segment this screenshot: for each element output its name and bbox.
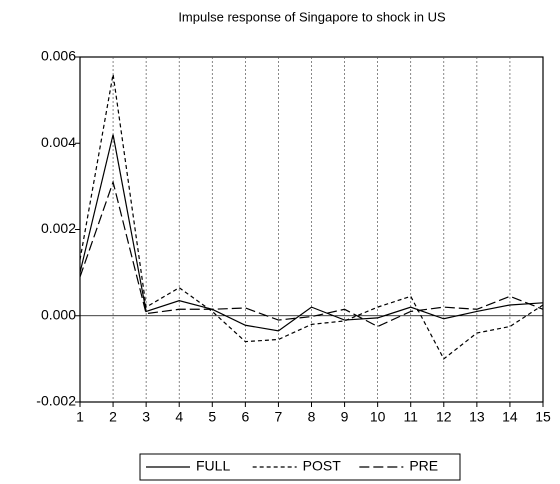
y-tick-label: 0.006 — [41, 48, 76, 64]
x-tick-label: 1 — [76, 409, 84, 425]
legend-box — [139, 453, 461, 481]
series-line — [79, 134, 544, 332]
y-tick-label: -0.002 — [36, 393, 76, 409]
y-tick-label: 0.002 — [41, 220, 76, 236]
x-tick-label: 3 — [142, 409, 150, 425]
x-tick-label: 6 — [241, 409, 249, 425]
y-tick-label: 0.000 — [41, 306, 76, 322]
x-tick-label: 13 — [469, 409, 485, 425]
series-line — [79, 74, 544, 360]
legend-label: POST — [303, 458, 342, 474]
legend-label: PRE — [409, 458, 438, 474]
series-line — [79, 179, 544, 328]
x-tick-label: 14 — [502, 409, 518, 425]
x-tick-label: 4 — [175, 409, 183, 425]
y-tick-label: 0.004 — [41, 134, 76, 150]
legend-label: FULL — [196, 458, 230, 474]
x-tick-label: 12 — [436, 409, 452, 425]
chart-title: Impulse response of Singapore to shock i… — [178, 9, 446, 24]
x-tick-label: 9 — [341, 409, 349, 425]
x-tick-label: 15 — [535, 409, 551, 425]
x-tick-label: 11 — [403, 409, 418, 425]
x-tick-label: 10 — [370, 409, 386, 425]
x-tick-label: 8 — [308, 409, 316, 425]
x-tick-label: 7 — [275, 409, 283, 425]
x-tick-label: 5 — [208, 409, 216, 425]
x-tick-label: 2 — [109, 409, 117, 425]
